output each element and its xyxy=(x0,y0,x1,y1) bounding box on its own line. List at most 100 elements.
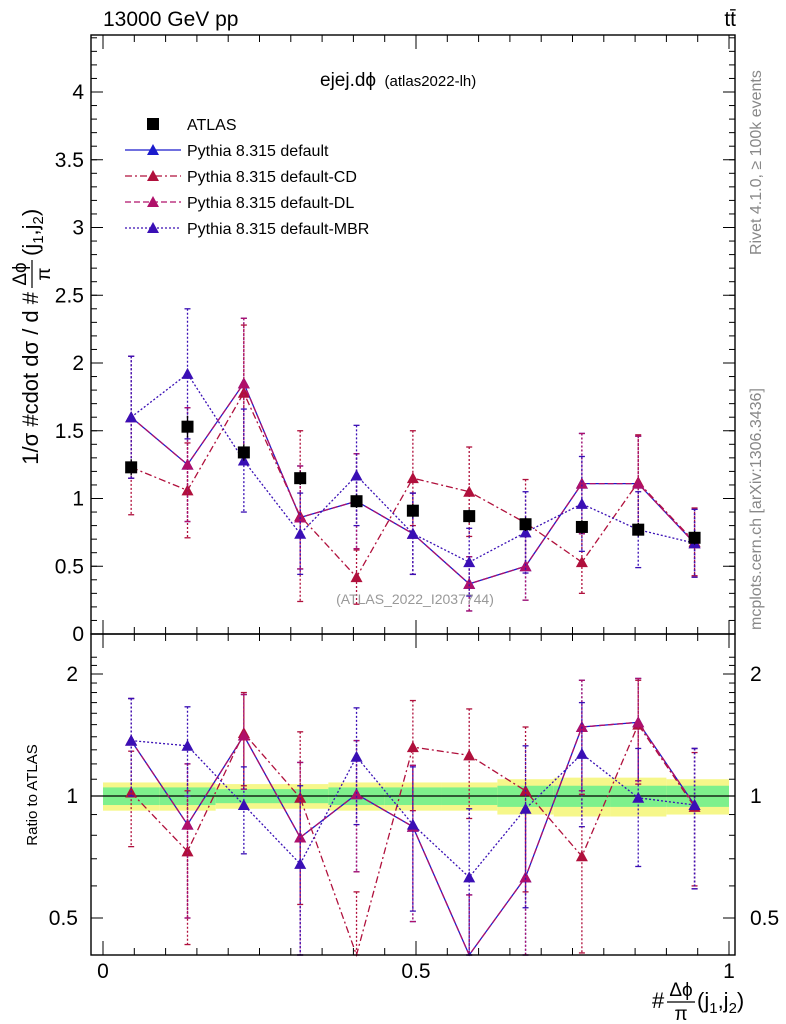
main-pythia-8-315-default-dl-point xyxy=(575,477,588,489)
ratio-pythia-8-315-default-cd-point xyxy=(463,749,476,761)
main-atlas-point xyxy=(519,518,532,531)
ratio-ytick-label-left: 2 xyxy=(66,663,78,686)
ylabel-sub1: 1 xyxy=(30,235,47,243)
main-pythia-8-315-default-mbr-point xyxy=(125,411,138,423)
svg-text:#: # xyxy=(652,988,665,1013)
main-ytick-label: 0 xyxy=(72,623,84,646)
legend-marker-atlas xyxy=(147,118,159,130)
legend-marker-pythia-8-315-default-dl xyxy=(147,196,159,207)
ratio-pythia-8-315-default-mbr-point xyxy=(519,802,532,814)
mcplots-label: mcplots.cern.ch [arXiv:1306.3436] xyxy=(748,388,765,630)
main-atlas-point xyxy=(125,461,138,474)
legend-marker-pythia-8-315-default-mbr xyxy=(147,222,159,233)
ratio-y-axis-label: Ratio to ATLAS xyxy=(24,744,41,845)
main-pythia-8-315-default-dl-point xyxy=(463,577,476,589)
xlabel-fraction-numerator: Δϕ xyxy=(669,980,692,1001)
ratio-panel: 0.5 0.51 12 20 0.5 1 Ratio to ATLAS # Δϕ π (j… xyxy=(24,633,779,1024)
main-pythia-8-315-default-dl-point xyxy=(519,560,532,572)
ratio-pythia-8-315-default-mbr-point xyxy=(350,750,363,762)
ratio-pythia-8-315-default-cd-point xyxy=(575,850,588,862)
rivet-version-label: Rivet 4.1.0, ≥ 100k events xyxy=(748,70,765,255)
ratio-pythia-8-315-default-mbr-point xyxy=(406,818,419,830)
ratio-pythia-8-315-default-dl-point xyxy=(181,818,194,830)
ratio-xtick-label: 0.5 xyxy=(401,960,430,983)
main-panel: 0 0.5 1 1.5 2 2.5 3 3.5 4 ejej.dϕ (atlas2022-lh)… xyxy=(10,34,736,646)
main-pythia-8-315-default-mbr-point xyxy=(519,526,532,538)
main-pythia-8-315-default-dl-point xyxy=(181,458,194,470)
ratio-pythia-8-315-default-mbr-point xyxy=(463,871,476,883)
ratio-plot-frame xyxy=(90,633,736,956)
ratio-pythia-8-315-default-dl-point xyxy=(575,720,588,732)
ylabel-comma: ,j xyxy=(18,224,43,235)
main-pythia-8-315-default-dl-point xyxy=(294,511,307,523)
main-pythia-8-315-default-mbr-point xyxy=(350,469,363,481)
main-ytick-label: 3 xyxy=(72,217,84,240)
main-pythia-8-315-default-mbr-point xyxy=(294,527,307,539)
ratio-pythia-8-315-default-mbr-point xyxy=(237,799,250,811)
main-atlas-point xyxy=(463,510,476,523)
xlabel-comma: ,j xyxy=(718,988,729,1013)
ylabel-main-text: 1/σ #cdot dσ / d # xyxy=(18,291,43,464)
main-pythia-8-315-default-cd-point xyxy=(350,571,363,583)
main-ytick-label: 2.5 xyxy=(55,284,84,307)
ratio-pythia-8-315-default-dl-point xyxy=(237,729,250,741)
main-ytick-label: 0.5 xyxy=(55,555,84,578)
analysis-annotation: (ATLAS_2022_I2037744) xyxy=(336,591,494,607)
header-process-label: tt̄ xyxy=(724,8,736,31)
ylabel-tail: (j xyxy=(18,244,43,256)
ratio-pythia-8-315-default-mbr-point xyxy=(125,734,138,746)
main-pythia-8-315-default-cd-point xyxy=(406,472,419,484)
ratio-xtick-label: 1 xyxy=(723,960,735,983)
ratio-pythia-8-315-default-mbr-point xyxy=(181,739,194,751)
main-pythia-8-315-default-dl-point xyxy=(237,377,250,389)
main-atlas-point xyxy=(632,523,645,536)
svg-text:(j1,j2): (j1,j2) xyxy=(18,209,47,256)
main-ytick-label: 2 xyxy=(72,352,84,375)
ratio-pythia-8-315-default-dl-point xyxy=(632,716,645,728)
ratio-ytick-label-left: 0.5 xyxy=(49,907,78,930)
ratio-pythia-8-315-default-dl-point xyxy=(519,871,532,883)
legend-label-pythia-8-315-default-cd: Pythia 8.315 default-CD xyxy=(187,169,357,186)
xlabel-sub2: 2 xyxy=(729,1000,737,1017)
main-atlas-point xyxy=(237,446,250,459)
ylabel-sub2: 2 xyxy=(30,216,47,224)
ratio-pythia-8-315-default-cd-point xyxy=(294,791,307,803)
main-atlas-point xyxy=(350,495,363,508)
xlabel-close: ) xyxy=(737,988,744,1013)
xlabel-fraction-denominator: π xyxy=(674,1004,687,1024)
ylabel-fraction-numerator: Δϕ xyxy=(10,262,31,285)
main-pythia-8-315-default-cd-point xyxy=(237,386,250,398)
main-atlas-point xyxy=(294,472,307,485)
ratio-xtick-label: 0 xyxy=(97,960,109,983)
legend-label-atlas: ATLAS xyxy=(187,117,237,134)
ratio-pythia-8-315-default-mbr-point xyxy=(294,857,307,869)
ratio-pythia-8-315-default-dl-point xyxy=(294,831,307,843)
ratio-ytick-label-left: 1 xyxy=(66,785,78,808)
main-y-axis-label: 1/σ #cdot dσ / d # Δϕ π (j1,j2) xyxy=(10,209,55,465)
main-atlas-point xyxy=(688,531,701,544)
main-ytick-label: 1 xyxy=(72,488,84,511)
plot-title: ejej.dϕ (atlas2022-lh) xyxy=(320,70,476,91)
svg-text:1/σ #cdot dσ / d #: 1/σ #cdot dσ / d # xyxy=(18,291,43,464)
main-pythia-8-315-default-mbr-point xyxy=(463,556,476,568)
ylabel-close: ) xyxy=(18,209,43,216)
ratio-ytick-label-right: 0.5 xyxy=(750,907,779,930)
legend-marker-pythia-8-315-default xyxy=(147,144,159,155)
ratio-pythia-8-315-default-mbr-point xyxy=(575,747,588,759)
main-ytick-label: 4 xyxy=(72,81,84,104)
xlabel-tail: (j xyxy=(697,988,709,1013)
main-plot-marks xyxy=(125,308,701,612)
legend-label-pythia-8-315-default-mbr: Pythia 8.315 default-MBR xyxy=(187,221,369,238)
svg-text:(j1,j2): (j1,j2) xyxy=(697,988,744,1017)
legend-label-pythia-8-315-default-dl: Pythia 8.315 default-DL xyxy=(187,195,354,212)
x-axis-label: # Δϕ π (j1,j2) xyxy=(652,980,744,1024)
ratio-axis-ticks: 0.5 0.5 1 1 2 2 0 0.5 1 xyxy=(49,634,779,983)
xlabel-hash: # xyxy=(652,988,665,1013)
ratio-plot-marks xyxy=(125,677,701,958)
ratio-pythia-8-315-default-mbr-point xyxy=(688,799,701,811)
ratio-ytick-label-right: 2 xyxy=(750,663,762,686)
main-pythia-8-315-default-mbr-point xyxy=(575,497,588,509)
main-ytick-label: 3.5 xyxy=(55,149,84,172)
legend-marker-pythia-8-315-default-cd xyxy=(147,170,159,181)
